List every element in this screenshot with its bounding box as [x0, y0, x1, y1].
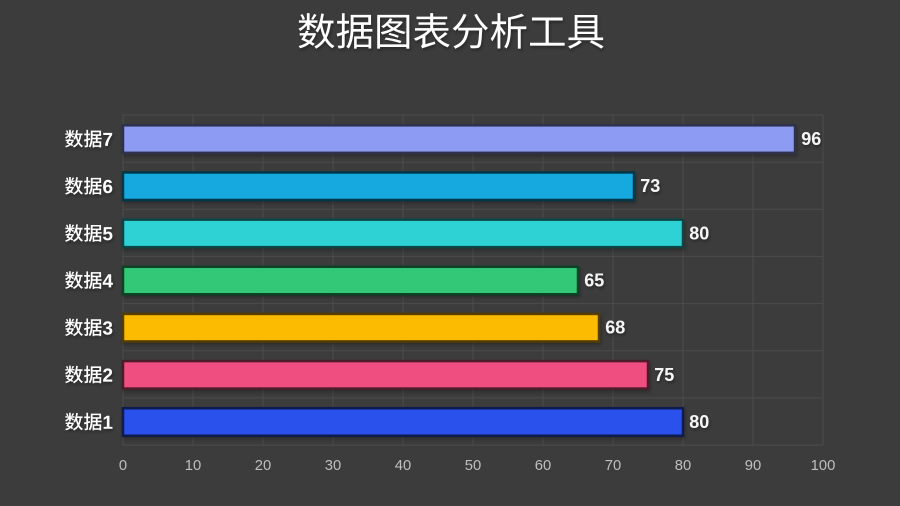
svg-text:80: 80 — [689, 412, 709, 432]
svg-text:20: 20 — [255, 458, 271, 474]
svg-text:96: 96 — [801, 129, 821, 149]
svg-text:60: 60 — [535, 458, 551, 474]
svg-text:80: 80 — [675, 458, 691, 474]
svg-text:73: 73 — [640, 176, 660, 196]
svg-text:40: 40 — [395, 458, 411, 474]
svg-text:75: 75 — [654, 365, 674, 385]
svg-text:65: 65 — [584, 271, 604, 291]
svg-text:90: 90 — [745, 458, 761, 474]
svg-text:0: 0 — [119, 458, 127, 474]
svg-text:10: 10 — [185, 458, 201, 474]
svg-text:70: 70 — [605, 458, 621, 474]
svg-text:80: 80 — [689, 223, 709, 243]
svg-text:30: 30 — [325, 458, 341, 474]
svg-text:68: 68 — [605, 318, 625, 338]
svg-text:100: 100 — [811, 458, 836, 474]
svg-text:50: 50 — [465, 458, 481, 474]
